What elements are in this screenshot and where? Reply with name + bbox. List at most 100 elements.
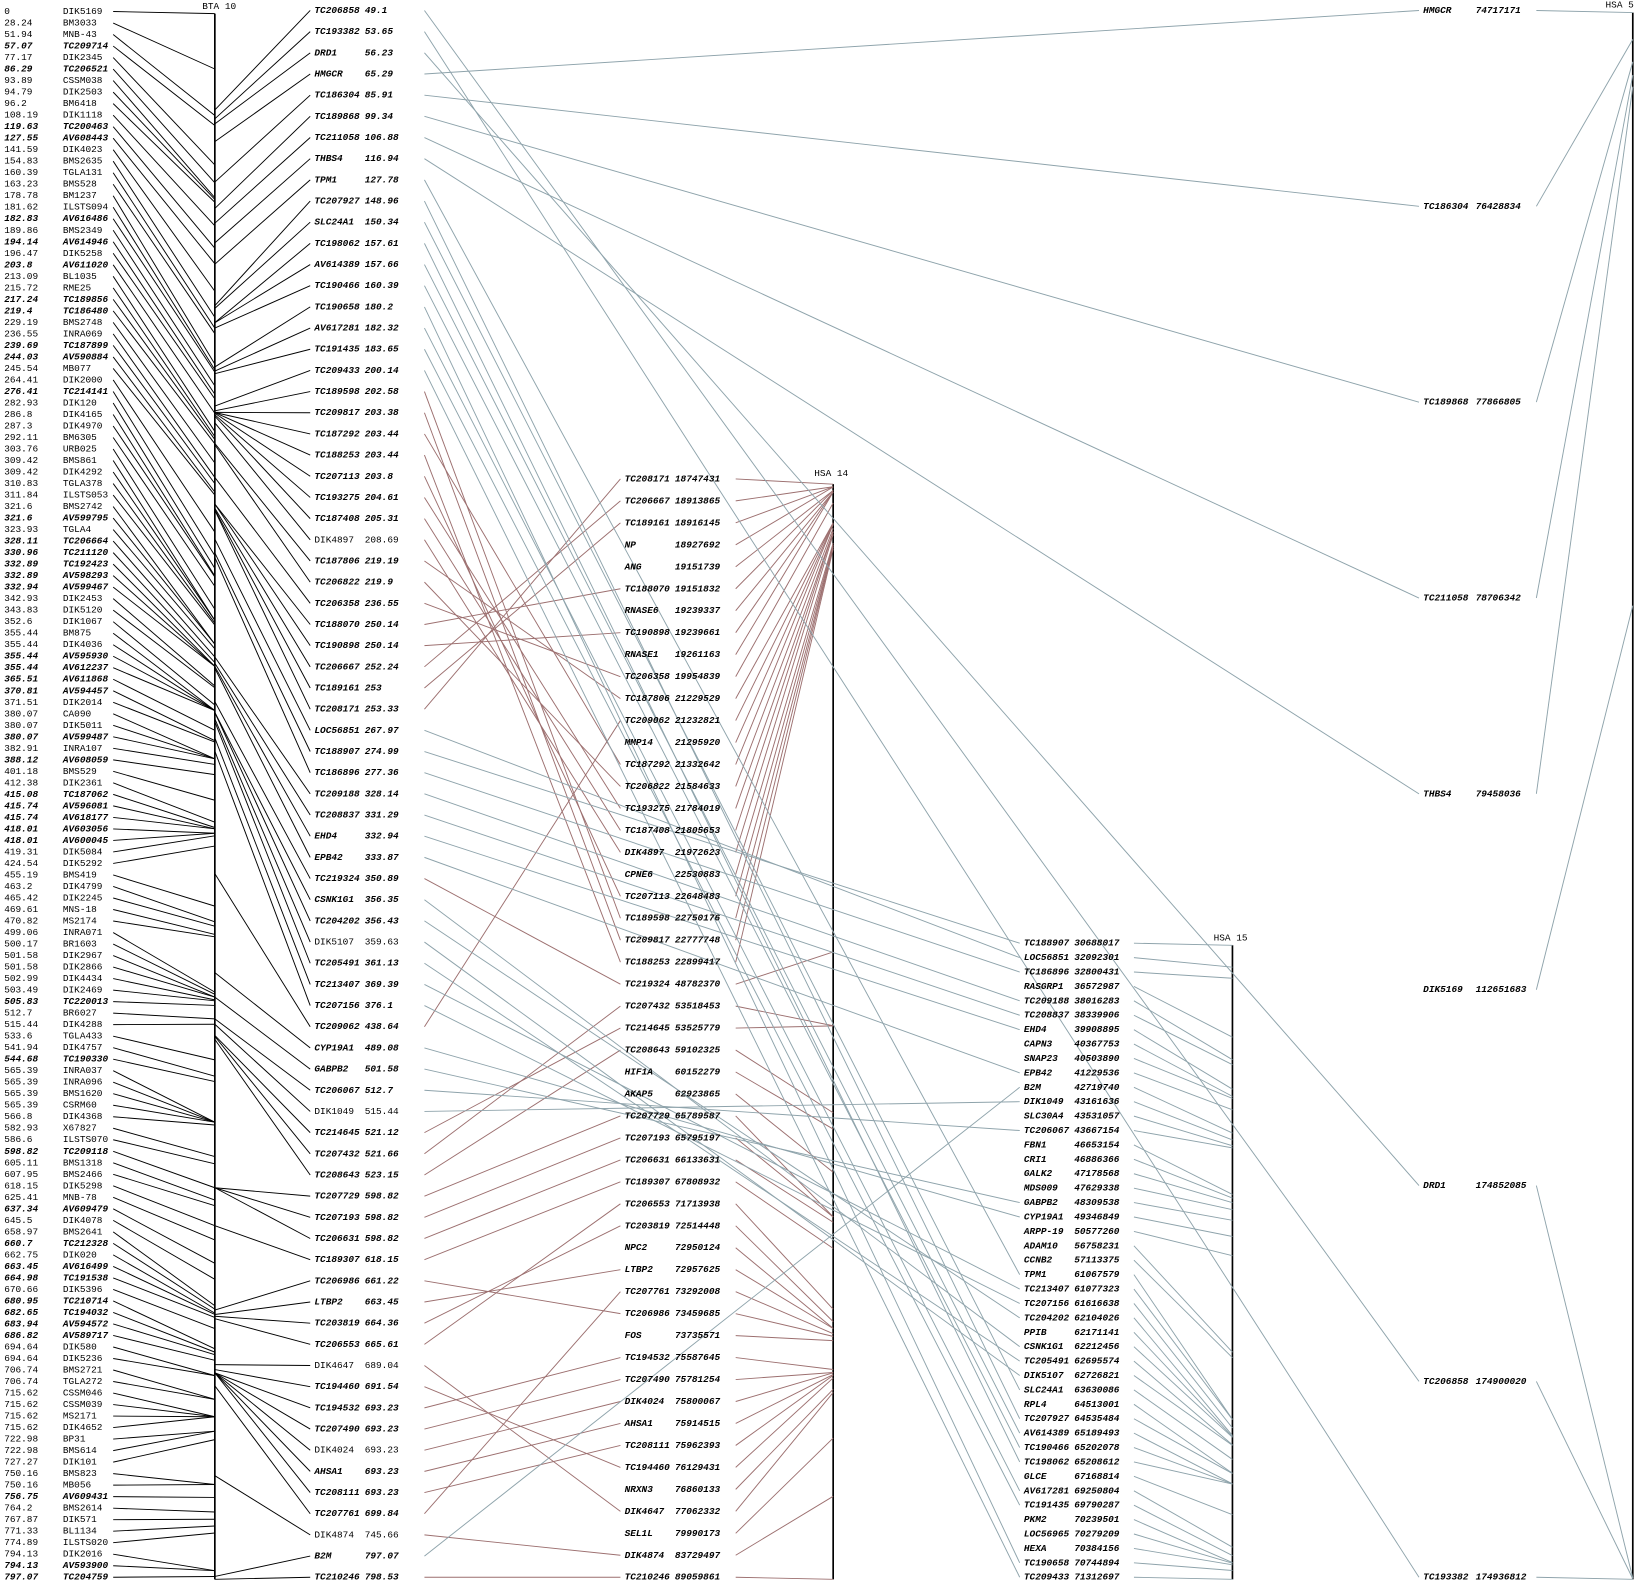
gene-name: TC206358 (314, 598, 360, 609)
ortholog-link (736, 545, 833, 896)
marker-position: 715.62 (4, 1411, 38, 1422)
gene-position: 53.65 (365, 26, 394, 37)
marker-link (113, 414, 215, 575)
gene-link (215, 349, 310, 373)
marker-position: 663.45 (4, 1261, 38, 1272)
ortholog-position: 19151739 (675, 561, 721, 572)
synteny-link (424, 1387, 620, 1468)
marker-name: DIK5258 (63, 248, 103, 259)
marker-link (113, 1002, 215, 1006)
ortholog-name: DIK5169 (1423, 984, 1463, 995)
marker-position: 774.89 (4, 1537, 38, 1548)
gene-position: 689.04 (365, 1360, 399, 1371)
marker-name: ILSTS094 (63, 202, 109, 213)
marker-name: TGLA433 (63, 1031, 103, 1042)
ortholog-position: 19239337 (675, 605, 721, 616)
gene-position: 65.29 (365, 68, 394, 79)
marker-position: 380.07 (4, 720, 38, 731)
marker-link (113, 1576, 215, 1577)
synteny-link (424, 773, 1019, 972)
ortholog-link (1134, 1476, 1233, 1514)
ortholog-position: 79458036 (1476, 788, 1522, 799)
marker-name: AV609479 (62, 1203, 109, 1214)
ortholog-name: TC207927 (1024, 1413, 1070, 1424)
ortholog-position: 22648483 (675, 891, 721, 902)
marker-position: 51.94 (4, 29, 33, 40)
marker-link (113, 92, 215, 199)
gene-position: 180.2 (365, 301, 394, 312)
gene-link (215, 116, 310, 208)
gene-position: 693.23 (365, 1424, 399, 1435)
ortholog-position: 61077323 (1074, 1284, 1120, 1295)
marker-position: 229.19 (4, 317, 38, 328)
ortholog-link (1134, 1347, 1233, 1438)
ortholog-position: 22777748 (675, 935, 721, 946)
gene-name: DIK4024 (314, 1445, 354, 1456)
ortholog-name: RNASE1 (625, 649, 659, 660)
marker-link (113, 944, 215, 994)
marker-name: BMS2635 (63, 156, 103, 167)
marker-position: 276.41 (4, 386, 38, 397)
marker-name: BMS2349 (63, 225, 103, 236)
marker-name: DIK4288 (63, 1019, 103, 1030)
marker-link (113, 1232, 215, 1306)
ortholog-position: 21784019 (675, 803, 721, 814)
marker-position: 264.41 (4, 374, 38, 385)
marker-link (113, 1440, 215, 1463)
ortholog-link (1134, 943, 1233, 945)
marker-name: AV594457 (62, 685, 109, 696)
ortholog-name: TC208111 (625, 1440, 670, 1451)
gene-position: 157.61 (365, 238, 399, 249)
ortholog-name: TC190658 (1024, 1557, 1070, 1568)
marker-name: MNS-18 (63, 904, 97, 915)
ortholog-position: 71713938 (675, 1198, 721, 1209)
ortholog-position: 43667154 (1074, 1125, 1120, 1136)
marker-position: 664.98 (4, 1272, 38, 1283)
marker-link (113, 725, 215, 759)
ortholog-link (1134, 1275, 1233, 1420)
ortholog-name: TC213407 (1024, 1284, 1070, 1295)
gene-position: 515.44 (365, 1106, 399, 1117)
gene-link (215, 508, 310, 667)
gene-position: 693.23 (365, 1402, 399, 1413)
ortholog-name: NRXN3 (625, 1484, 654, 1495)
ortholog-link (736, 1373, 833, 1380)
gene-position: 359.63 (365, 937, 399, 948)
ortholog-name: TC188907 (1024, 938, 1070, 949)
gene-link (215, 553, 310, 752)
ortholog-name: TC188253 (625, 957, 671, 968)
marker-name: AV608443 (62, 133, 109, 144)
ortholog-position: 43531057 (1074, 1111, 1120, 1122)
marker-name: TC200463 (63, 121, 109, 132)
gene-position: 356.35 (365, 894, 399, 905)
gene-name: EHD4 (314, 831, 337, 842)
marker-position: 287.3 (4, 420, 33, 431)
ortholog-link (736, 528, 833, 786)
gene-name: LOC56851 (314, 725, 359, 736)
gene-name: TC191435 (314, 344, 360, 355)
gene-link (215, 328, 310, 371)
synteny-link (424, 730, 1019, 957)
gene-link (215, 1281, 310, 1310)
gene-link (215, 722, 310, 964)
marker-name: TC187062 (63, 789, 109, 800)
marker-position: 141.59 (4, 144, 38, 155)
gene-link (215, 201, 310, 306)
ortholog-link (736, 1006, 833, 1026)
marker-name: DIK2245 (63, 892, 103, 903)
gene-position: 252.24 (365, 661, 399, 672)
ortholog-link (736, 1389, 833, 1489)
ortholog-position: 62923865 (675, 1088, 721, 1099)
marker-name: DIK1067 (63, 616, 103, 627)
ortholog-link (1536, 606, 1632, 990)
marker-name: BL1035 (63, 271, 97, 282)
ortholog-position: 89059861 (675, 1572, 720, 1583)
marker-name: TC192423 (63, 559, 109, 570)
marker-name: DIK2016 (63, 1549, 103, 1560)
marker-name: DIK5011 (63, 720, 103, 731)
ortholog-name: NPC2 (625, 1242, 648, 1253)
marker-link (113, 1048, 215, 1077)
marker-position: 694.64 (4, 1353, 38, 1364)
gene-name: DRD1 (314, 47, 337, 58)
marker-position: 501.58 (4, 950, 38, 961)
